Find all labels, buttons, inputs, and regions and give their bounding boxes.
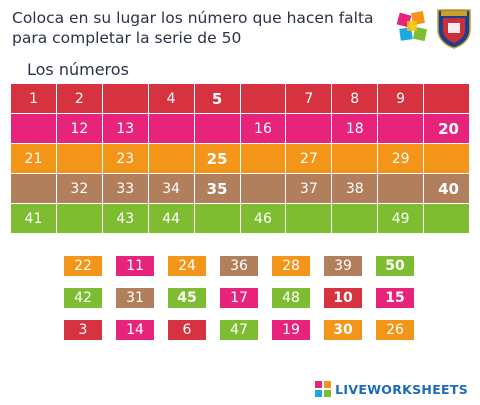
grid-cell: 44 <box>148 204 194 233</box>
grid-cell: 20 <box>424 114 469 143</box>
grid-drop-slot[interactable] <box>424 144 469 173</box>
grid-cell: 27 <box>286 144 332 173</box>
grid-drop-slot[interactable] <box>240 144 286 173</box>
grid-cell: 13 <box>102 114 148 143</box>
grid-drop-slot[interactable] <box>378 174 424 203</box>
number-tile[interactable]: 47 <box>220 320 258 340</box>
grid-drop-slot[interactable] <box>11 174 56 203</box>
grid-drop-slot[interactable] <box>194 204 240 233</box>
grid-drop-slot[interactable] <box>56 204 102 233</box>
grid-cell: 7 <box>286 84 332 113</box>
abstract-colorful-logo-icon <box>396 11 428 42</box>
number-tiles: 22 11 24 36 28 39 50 42 31 45 17 48 10 15 3 14 6 47 19 30 26 <box>64 256 414 352</box>
number-tile[interactable]: 6 <box>168 320 206 340</box>
number-tile[interactable]: 17 <box>220 288 258 308</box>
number-tile[interactable]: 48 <box>272 288 310 308</box>
grid-cell: 18 <box>332 114 378 143</box>
liveworksheets-logo-icon <box>315 381 332 397</box>
grid-drop-slot[interactable] <box>148 114 194 143</box>
subtitle: Los números <box>27 60 129 79</box>
number-tile[interactable]: 11 <box>116 256 154 276</box>
number-tile[interactable]: 30 <box>324 320 362 340</box>
school-shield-logo-icon <box>437 9 471 49</box>
grid-cell: 29 <box>378 144 424 173</box>
number-tile[interactable]: 28 <box>272 256 310 276</box>
tile-row: 42 31 45 17 48 10 15 <box>64 288 414 308</box>
grid-cell: 49 <box>378 204 424 233</box>
grid-cell: 38 <box>332 174 378 203</box>
grid-cell: 4 <box>148 84 194 113</box>
grid-drop-slot[interactable] <box>286 114 332 143</box>
number-tile[interactable]: 10 <box>324 288 362 308</box>
number-tile[interactable]: 26 <box>376 320 414 340</box>
instructions: Coloca en su lugar los número que hacen … <box>12 8 374 48</box>
grid-cell: 5 <box>194 84 240 113</box>
number-tile[interactable]: 22 <box>64 256 102 276</box>
numbers-grid: 1 2 4 5 7 8 9 12 13 16 18 20 21 23 25 27 29 32 33 34 35 37 38 4… <box>11 84 469 233</box>
grid-cell: 34 <box>148 174 194 203</box>
tile-row: 22 11 24 36 28 39 50 <box>64 256 414 276</box>
number-tile[interactable]: 36 <box>220 256 258 276</box>
grid-cell: 8 <box>332 84 378 113</box>
number-tile[interactable]: 19 <box>272 320 310 340</box>
instructions-line-2: para completar la serie de 50 <box>12 29 242 47</box>
grid-cell: 32 <box>56 174 102 203</box>
number-tile[interactable]: 39 <box>324 256 362 276</box>
grid-cell: 21 <box>11 144 56 173</box>
grid-cell: 23 <box>102 144 148 173</box>
grid-drop-slot[interactable] <box>332 204 378 233</box>
tile-row: 3 14 6 47 19 30 26 <box>64 320 414 340</box>
grid-cell: 2 <box>56 84 102 113</box>
grid-cell: 25 <box>194 144 240 173</box>
number-tile[interactable]: 15 <box>376 288 414 308</box>
grid-drop-slot[interactable] <box>102 84 148 113</box>
number-tile[interactable]: 45 <box>168 288 206 308</box>
grid-drop-slot[interactable] <box>148 144 194 173</box>
number-tile[interactable]: 3 <box>64 320 102 340</box>
brand-text: LIVEWORKSHEETS <box>335 381 468 397</box>
instructions-line-1: Coloca en su lugar los número que hacen … <box>12 9 374 27</box>
number-tile[interactable]: 24 <box>168 256 206 276</box>
grid-drop-slot[interactable] <box>286 204 332 233</box>
grid-drop-slot[interactable] <box>332 144 378 173</box>
grid-drop-slot[interactable] <box>56 144 102 173</box>
grid-cell: 33 <box>102 174 148 203</box>
liveworksheets-brand[interactable]: LIVEWORKSHEETS <box>315 381 468 397</box>
grid-cell: 40 <box>424 174 469 203</box>
grid-drop-slot[interactable] <box>378 114 424 143</box>
grid-cell: 46 <box>240 204 286 233</box>
grid-drop-slot[interactable] <box>194 114 240 143</box>
grid-drop-slot[interactable] <box>424 204 469 233</box>
number-tile[interactable]: 14 <box>116 320 154 340</box>
number-tile[interactable]: 50 <box>376 256 414 276</box>
grid-cell: 16 <box>240 114 286 143</box>
grid-drop-slot[interactable] <box>240 174 286 203</box>
grid-drop-slot[interactable] <box>240 84 286 113</box>
grid-cell: 1 <box>11 84 56 113</box>
grid-cell: 9 <box>378 84 424 113</box>
number-tile[interactable]: 31 <box>116 288 154 308</box>
grid-cell: 37 <box>286 174 332 203</box>
grid-cell: 12 <box>56 114 102 143</box>
grid-cell: 35 <box>194 174 240 203</box>
grid-cell: 43 <box>102 204 148 233</box>
number-tile[interactable]: 42 <box>64 288 102 308</box>
grid-drop-slot[interactable] <box>424 84 469 113</box>
grid-cell: 41 <box>11 204 56 233</box>
grid-drop-slot[interactable] <box>11 114 56 143</box>
